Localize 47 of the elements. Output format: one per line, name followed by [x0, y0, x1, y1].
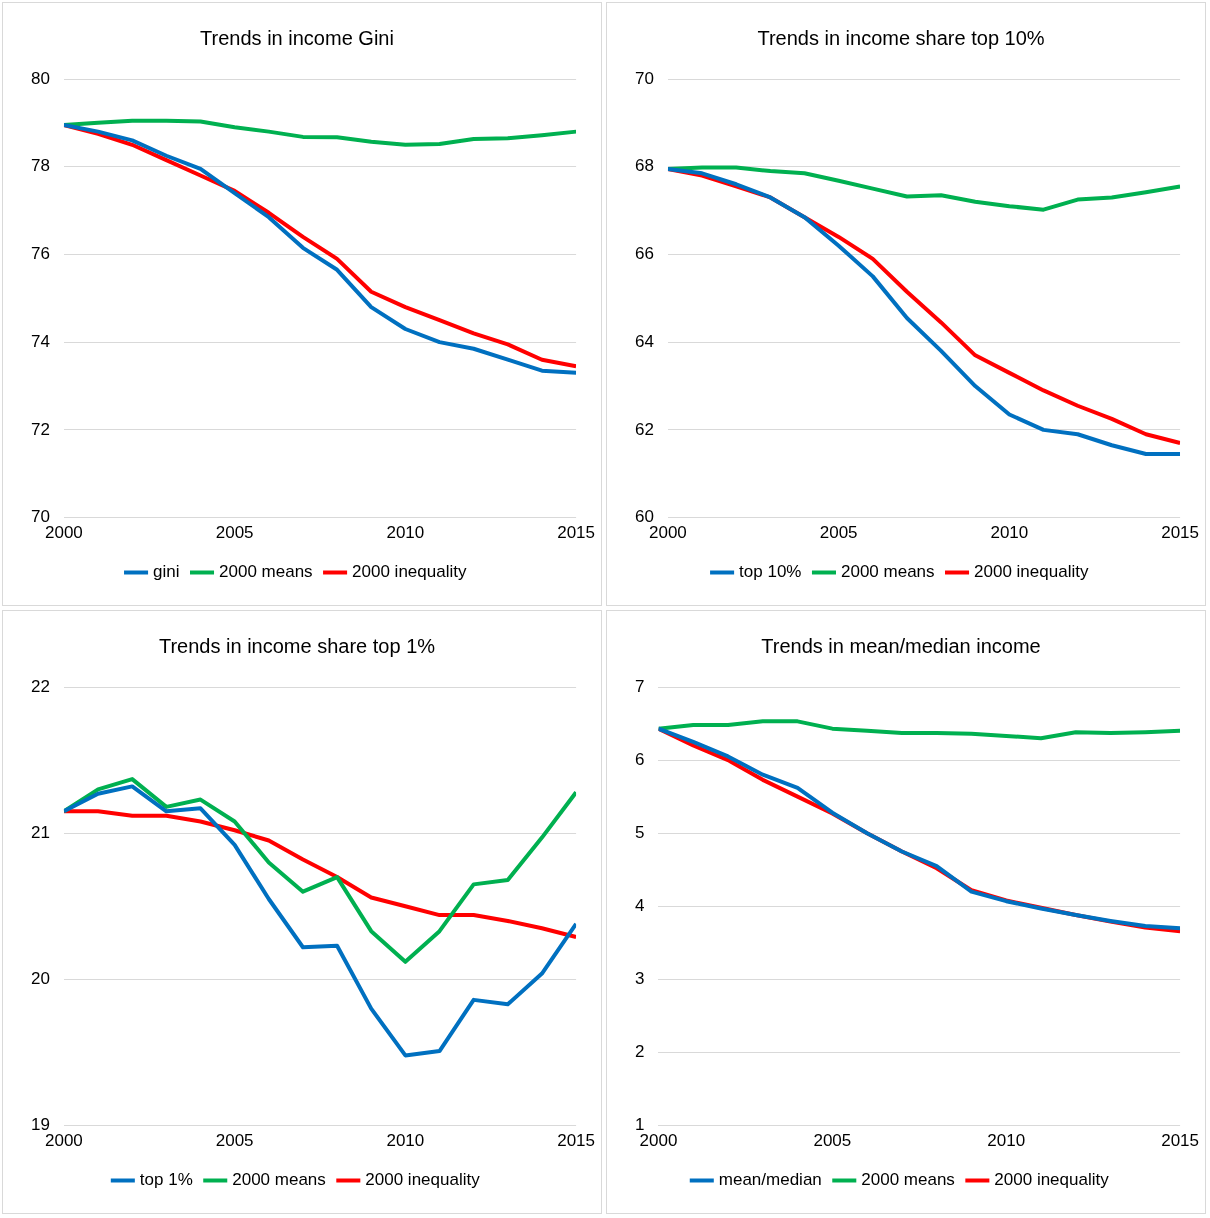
x-tick-label: 2005: [813, 1131, 852, 1151]
y-tick-label: 22: [30, 676, 50, 696]
legend-label: 2000 inequality: [974, 562, 1089, 582]
x-tick-label: 2010: [386, 1131, 425, 1151]
y-tick-label: 70: [634, 68, 654, 88]
y-tick-label: 66: [634, 244, 654, 264]
legend-label: 2000 inequality: [352, 562, 467, 582]
y-tick-label: 74: [30, 331, 50, 351]
legend-label: 2000 means: [861, 1170, 955, 1190]
y-tick-label: 64: [634, 331, 654, 351]
y-tick-label: 68: [634, 156, 654, 176]
legend-label: top 10%: [739, 562, 802, 582]
x-tick-label: 2005: [215, 523, 254, 543]
y-tick-label: 5: [634, 822, 645, 842]
x-tick-label: 2010: [990, 523, 1029, 543]
y-tick-label: 2: [634, 1042, 645, 1062]
legend-label: gini: [153, 562, 180, 582]
legend-label: 2000 means: [840, 562, 935, 582]
y-tick-label: 6: [634, 749, 645, 769]
legend-label: 2000 inequality: [365, 1170, 481, 1190]
y-tick-label: 4: [634, 895, 645, 915]
y-tick-label: 80: [30, 68, 50, 88]
chart-title: Trends in income Gini: [200, 26, 394, 49]
y-tick-label: 7: [634, 676, 645, 696]
x-tick-label: 2010: [987, 1131, 1026, 1151]
legend-label: 2000 means: [232, 1170, 326, 1190]
legend-label: top 1%: [139, 1170, 193, 1190]
y-tick-label: 20: [30, 969, 50, 989]
chart-title: Trends in income share top 1%: [158, 634, 436, 657]
chart-title: Trends in income share top 10%: [757, 26, 1045, 49]
x-tick-label: 2005: [819, 523, 858, 543]
x-tick-label: 2005: [215, 1131, 254, 1151]
legend-label: 2000 inequality: [994, 1170, 1110, 1190]
legend-label: mean/median: [718, 1170, 822, 1190]
x-tick-label: 2015: [1161, 1131, 1199, 1151]
legend-label: 2000 means: [219, 562, 313, 582]
x-tick-label: 2010: [386, 523, 425, 543]
y-tick-label: 62: [634, 419, 654, 439]
x-tick-label: 2015: [557, 523, 595, 543]
y-tick-label: 3: [634, 969, 645, 989]
y-tick-label: 72: [30, 419, 50, 439]
x-tick-label: 2015: [1161, 523, 1199, 543]
x-tick-label: 2015: [557, 1131, 595, 1151]
chart-title: Trends in mean/median income: [761, 634, 1041, 657]
y-tick-label: 21: [30, 822, 50, 842]
y-tick-label: 78: [30, 156, 50, 176]
y-tick-label: 76: [30, 244, 50, 264]
